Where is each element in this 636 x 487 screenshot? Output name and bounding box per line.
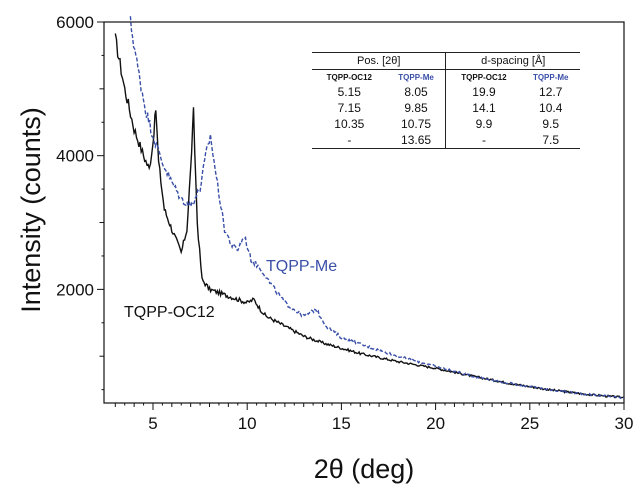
- table-cell: -: [445, 132, 522, 149]
- table-cell: 13.65: [386, 132, 446, 149]
- table-row: 7.15 9.85 14.1 10.4: [312, 100, 580, 116]
- annotation-tqpp-me: TQPP-Me: [266, 258, 337, 275]
- series-line-tqpp-oc12: [114, 33, 625, 399]
- table-cell: 10.35: [334, 117, 365, 131]
- annotation-tqpp-oc12: TQPP-OC12: [124, 304, 215, 321]
- peak-table: Pos. [2θ] d-spacing [Å] TQPP-OC12 TQPP-M…: [312, 52, 580, 149]
- table-row: 10.35 10.75 9.9 9.5: [312, 116, 580, 132]
- sub-header-me-d: TQPP-Me: [532, 72, 569, 82]
- table-cell: 19.9: [445, 84, 522, 100]
- x-axis-title: 2θ (deg): [314, 454, 415, 484]
- table-cell: 8.05: [404, 85, 428, 99]
- table-row: - 13.65 - 7.5: [312, 132, 580, 149]
- table-cell: 9.85: [404, 101, 428, 115]
- x-tick-label: 5: [148, 414, 157, 433]
- table-cell: 9.5: [542, 117, 560, 131]
- table-cell: 9.9: [445, 116, 522, 132]
- tick-labels: 5 10 15 20 25 30 2000 4000 6000: [56, 13, 633, 433]
- x-tick-label: 20: [426, 414, 445, 433]
- table-cell: 10.75: [401, 117, 432, 131]
- y-axis-title: Intensity (counts): [16, 107, 46, 313]
- x-tick-label: 15: [332, 414, 351, 433]
- group-header-d-spacing: d-spacing [Å]: [445, 52, 580, 70]
- series-layer: [114, 16, 625, 400]
- x-tick-label: 25: [520, 414, 539, 433]
- table-cell: 12.7: [539, 85, 563, 99]
- table-group-header-row: Pos. [2θ] d-spacing [Å]: [312, 52, 580, 70]
- sub-header-me-pos: TQPP-Me: [398, 72, 434, 82]
- table-cell: 7.15: [337, 101, 361, 115]
- sub-header-oc12-d: TQPP-OC12: [445, 69, 522, 84]
- x-tick-label: 30: [615, 414, 634, 433]
- y-tick-label: 2000: [56, 280, 94, 299]
- table-cell: 5.15: [337, 85, 361, 99]
- plot-frame: [103, 21, 625, 404]
- series-line-tqpp-me: [129, 16, 625, 400]
- table-row: 5.15 8.05 19.9 12.7: [312, 84, 580, 100]
- x-tick-label: 10: [238, 414, 257, 433]
- y-tick-label: 6000: [56, 13, 94, 32]
- table-cell: 10.4: [539, 101, 563, 115]
- table-cell: -: [312, 132, 387, 149]
- table-cell: 14.1: [445, 100, 522, 116]
- sub-header-oc12-pos: TQPP-OC12: [326, 72, 372, 82]
- y-tick-label: 4000: [56, 147, 94, 166]
- group-header-position: Pos. [2θ]: [312, 52, 446, 70]
- table-sub-header-row: TQPP-OC12 TQPP-Me TQPP-OC12 TQPP-Me: [312, 69, 580, 84]
- table-cell: 7.5: [521, 132, 580, 149]
- axis-ticks: [97, 21, 625, 410]
